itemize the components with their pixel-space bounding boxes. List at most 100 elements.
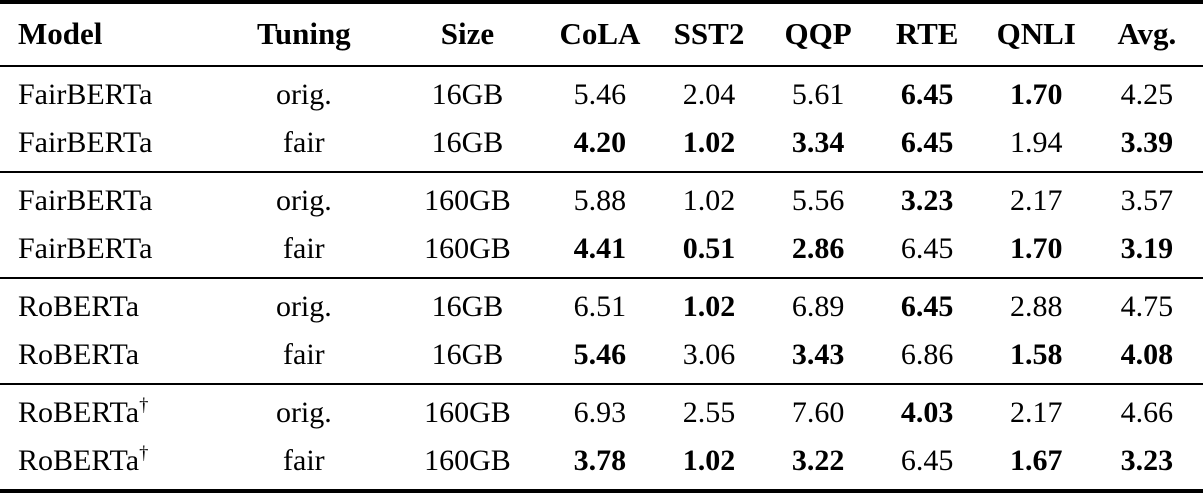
model-name: FairBERTa [18, 126, 153, 159]
cell-qnli: 2.17 [981, 383, 1091, 437]
cell-avg: 3.57 [1090, 171, 1203, 225]
table-row: RoBERTa† fair 160GB 3.78 1.02 3.22 6.45 1.67 3.2… [0, 437, 1203, 493]
cell-size: 16GB [431, 126, 504, 159]
cell-qqp: 3.22 [763, 437, 873, 493]
cell-size: 160GB [389, 437, 546, 493]
column-header-qnli: QNLI [981, 0, 1091, 66]
cell-qqp: 6.89 [763, 277, 873, 331]
cell-qqp: 7.60 [763, 383, 873, 437]
cell-size: 160GB [389, 171, 546, 225]
cell-avg: 3.39 [1120, 126, 1174, 159]
cell-model: FairBERTa [0, 119, 218, 172]
model-name: FairBERTa [18, 184, 153, 217]
cell-tuning: fair [283, 232, 325, 265]
cell-size: 160GB [424, 232, 511, 265]
cell-rte: 6.45 [872, 437, 982, 493]
cell-rte: 6.45 [872, 65, 982, 119]
model-name: RoBERTa [18, 338, 140, 371]
column-header-qqp: QQP [763, 0, 873, 66]
cell-sst2: 2.04 [654, 65, 764, 119]
model-name: FairBERTa [18, 232, 153, 265]
cell-model: RoBERTa [0, 331, 218, 384]
cell-rte: 6.45 [872, 277, 982, 331]
cell-size: 16GB [389, 65, 546, 119]
cell-size: 160GB [389, 383, 546, 437]
cell-avg: 3.23 [1090, 437, 1203, 493]
cell-qqp: 5.56 [763, 171, 873, 225]
table-header: Model Tuning Size CoLA SST2 QQP RTE QNLI Avg. [0, 0, 1203, 66]
cell-qqp: 5.61 [763, 65, 873, 119]
table-row: FairBERTa fair 16GB 4.20 1.02 3.34 6.45 1.94 3.3… [0, 119, 1203, 172]
cell-sst2: 1.02 [654, 277, 764, 331]
cell-cola: 6.93 [545, 383, 655, 437]
cell-size: 16GB [431, 338, 504, 371]
column-header-sst2: SST2 [654, 0, 764, 66]
column-header-model: Model [0, 0, 219, 66]
cell-cola: 4.41 [573, 232, 627, 265]
table-header-row: Model Tuning Size CoLA SST2 QQP RTE QNLI Avg. [0, 0, 1203, 66]
cell-model: FairBERTa [0, 171, 219, 225]
cell-qnli: 1.94 [1009, 126, 1063, 159]
cell-tuning: orig. [218, 171, 390, 225]
model-name: RoBERTa [18, 290, 140, 323]
cell-qnli: 1.67 [981, 437, 1091, 493]
cell-rte: 6.45 [900, 126, 954, 159]
cell-tuning: fair [283, 338, 325, 371]
cell-qqp: 2.86 [791, 232, 845, 265]
model-name: RoBERTa [18, 396, 140, 429]
cell-qnli: 1.70 [1009, 232, 1063, 265]
cell-sst2: 1.02 [654, 171, 764, 225]
cell-cola: 3.78 [545, 437, 655, 493]
cell-avg: 3.19 [1120, 232, 1174, 265]
cell-tuning: orig. [218, 65, 390, 119]
cell-tuning: fair [283, 126, 325, 159]
cell-qqp: 3.43 [791, 338, 845, 371]
cell-sst2: 2.55 [654, 383, 764, 437]
cell-qnli: 1.58 [1009, 338, 1063, 371]
cell-avg: 4.25 [1090, 65, 1203, 119]
column-header-cola: CoLA [545, 0, 655, 66]
cell-qnli: 1.70 [981, 65, 1091, 119]
cell-rte: 6.45 [900, 232, 954, 265]
table-row: RoBERTa† orig. 160GB 6.93 2.55 7.60 4.03 2.17 4.… [0, 383, 1203, 437]
dagger-icon: † [139, 395, 149, 416]
cell-qnli: 2.88 [981, 277, 1091, 331]
table-row: RoBERTa orig. 16GB 6.51 1.02 6.89 6.45 2.88 4.75 [0, 277, 1203, 331]
cell-qqp: 3.34 [791, 126, 845, 159]
cell-sst2: 0.51 [682, 232, 736, 265]
cell-tuning: fair [218, 437, 390, 493]
table-row: RoBERTa fair 16GB 5.46 3.06 3.43 6.86 1.58 4.08 [0, 331, 1203, 384]
model-name: RoBERTa [18, 444, 140, 477]
cell-model: RoBERTa [0, 277, 219, 331]
cell-model: FairBERTa [0, 65, 219, 119]
model-name: FairBERTa [18, 78, 153, 111]
cell-rte: 6.86 [900, 338, 954, 371]
cell-cola: 5.46 [545, 65, 655, 119]
cell-size: 16GB [389, 277, 546, 331]
table-row: FairBERTa orig. 160GB 5.88 1.02 5.56 3.23 2.17 3… [0, 171, 1203, 225]
column-header-tuning: Tuning [218, 0, 390, 66]
cell-model: FairBERTa [0, 225, 218, 278]
table-row: FairBERTa orig. 16GB 5.46 2.04 5.61 6.45 1.70 4.… [0, 65, 1203, 119]
cell-rte: 3.23 [872, 171, 982, 225]
cell-tuning: orig. [218, 277, 390, 331]
cell-avg: 4.75 [1090, 277, 1203, 331]
cell-sst2: 3.06 [682, 338, 736, 371]
cell-sst2: 1.02 [654, 437, 764, 493]
table-body: FairBERTa orig. 16GB 5.46 2.04 5.61 6.45 1.70 4.… [0, 65, 1203, 493]
cell-qnli: 2.17 [981, 171, 1091, 225]
cell-avg: 4.08 [1120, 338, 1174, 371]
cell-avg: 4.66 [1090, 383, 1203, 437]
cell-model: RoBERTa† [0, 383, 219, 437]
column-header-avg: Avg. [1090, 0, 1203, 66]
column-header-size: Size [389, 0, 546, 66]
cell-cola: 6.51 [545, 277, 655, 331]
cell-sst2: 1.02 [682, 126, 736, 159]
dagger-icon: † [139, 443, 149, 464]
cell-rte: 4.03 [872, 383, 982, 437]
cell-tuning: orig. [218, 383, 390, 437]
cell-cola: 4.20 [573, 126, 627, 159]
cell-cola: 5.46 [573, 338, 627, 371]
